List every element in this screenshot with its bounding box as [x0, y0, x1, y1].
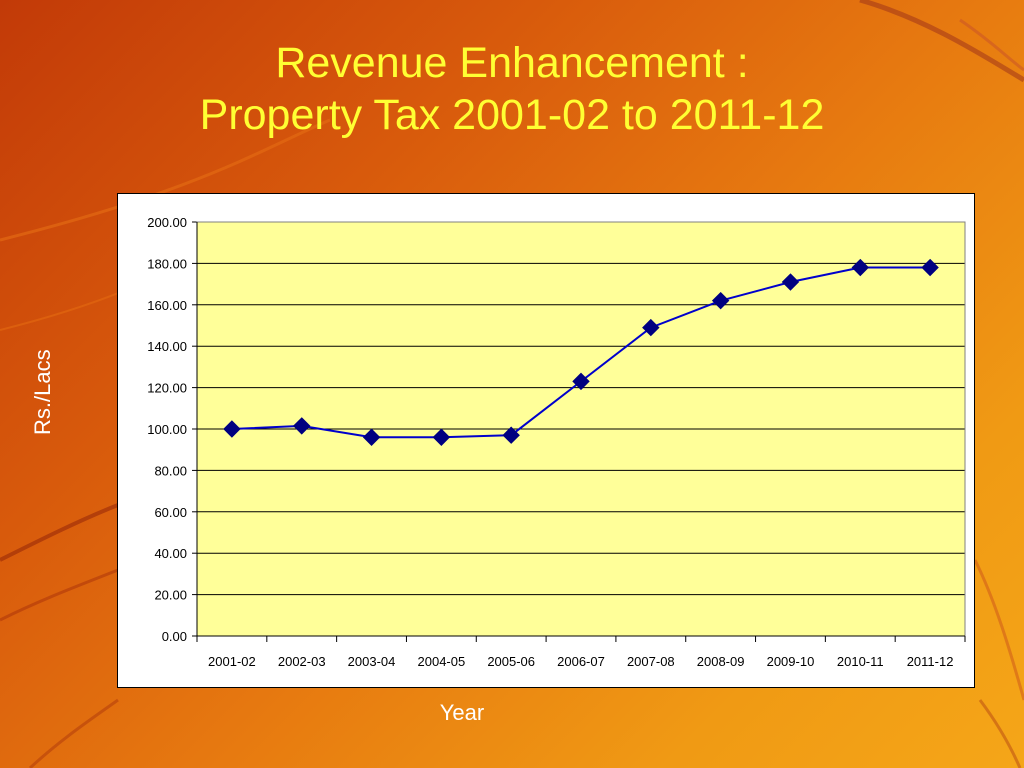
data-point-marker	[921, 258, 939, 277]
x-tick-label: 2003-04	[348, 654, 396, 669]
x-tick-label: 2002-03	[278, 654, 326, 669]
x-tick-label: 2009-10	[767, 654, 815, 669]
chart-panel: 0.00 20.00 40.00 60.00 80.00 100.00 120.00 140.…	[117, 193, 975, 688]
data-point-marker	[293, 417, 311, 435]
data-point-marker	[223, 420, 241, 438]
y-tick-label: 80.00	[154, 463, 187, 478]
y-tick-label: 140.00	[147, 339, 187, 354]
y-tick-label: 100.00	[147, 422, 187, 437]
x-tick-label: 2006-07	[557, 654, 605, 669]
background-swoosh	[959, 18, 1024, 72]
data-point-marker	[502, 426, 520, 444]
slide-title-line-1: Revenue Enhancement :	[275, 39, 749, 87]
line-chart: 0.00 20.00 40.00 60.00 80.00 100.00 120.00 140.…	[147, 215, 966, 669]
data-point-marker	[642, 318, 660, 337]
x-tick-label: 2007-08	[627, 654, 675, 669]
background-swoosh	[978, 699, 1022, 768]
x-tick-label: 2010-11	[837, 654, 884, 669]
background-swoosh	[0, 118, 331, 242]
data-point-marker	[711, 291, 730, 310]
background-swoosh	[0, 503, 119, 562]
background-swoosh	[0, 568, 119, 622]
x-tick-label: 2005-06	[487, 654, 535, 669]
y-tick-label: 40.00	[154, 546, 187, 561]
background-swoosh	[859, 0, 1024, 83]
x-tick-label: 2011-12	[907, 654, 954, 669]
y-tick-label: 160.00	[147, 298, 187, 313]
x-axis-title: Year	[439, 700, 485, 725]
background-swoosh	[28, 698, 119, 768]
y-tick-label: 60.00	[154, 505, 187, 520]
x-tick-label: 2001-02	[208, 654, 256, 669]
y-axis-title: Rs./Lacs	[30, 349, 55, 435]
slide-title-line-2: Property Tax 2001-02 to 2011-12	[199, 91, 825, 139]
x-tick-label: 2004-05	[418, 654, 466, 669]
x-tick-label: 2008-09	[697, 654, 745, 669]
y-tick-label: 120.00	[147, 381, 187, 396]
data-point-marker	[781, 273, 800, 291]
y-tick-label: 200.00	[147, 215, 187, 230]
background-swoosh	[973, 559, 1024, 701]
data-point-marker	[851, 258, 869, 277]
data-point-marker	[432, 428, 451, 446]
data-point-marker	[572, 372, 590, 391]
y-tick-label: 20.00	[154, 588, 187, 603]
data-point-marker	[362, 428, 381, 446]
y-tick-label: 0.00	[162, 629, 187, 644]
y-tick-label: 180.00	[147, 256, 187, 271]
